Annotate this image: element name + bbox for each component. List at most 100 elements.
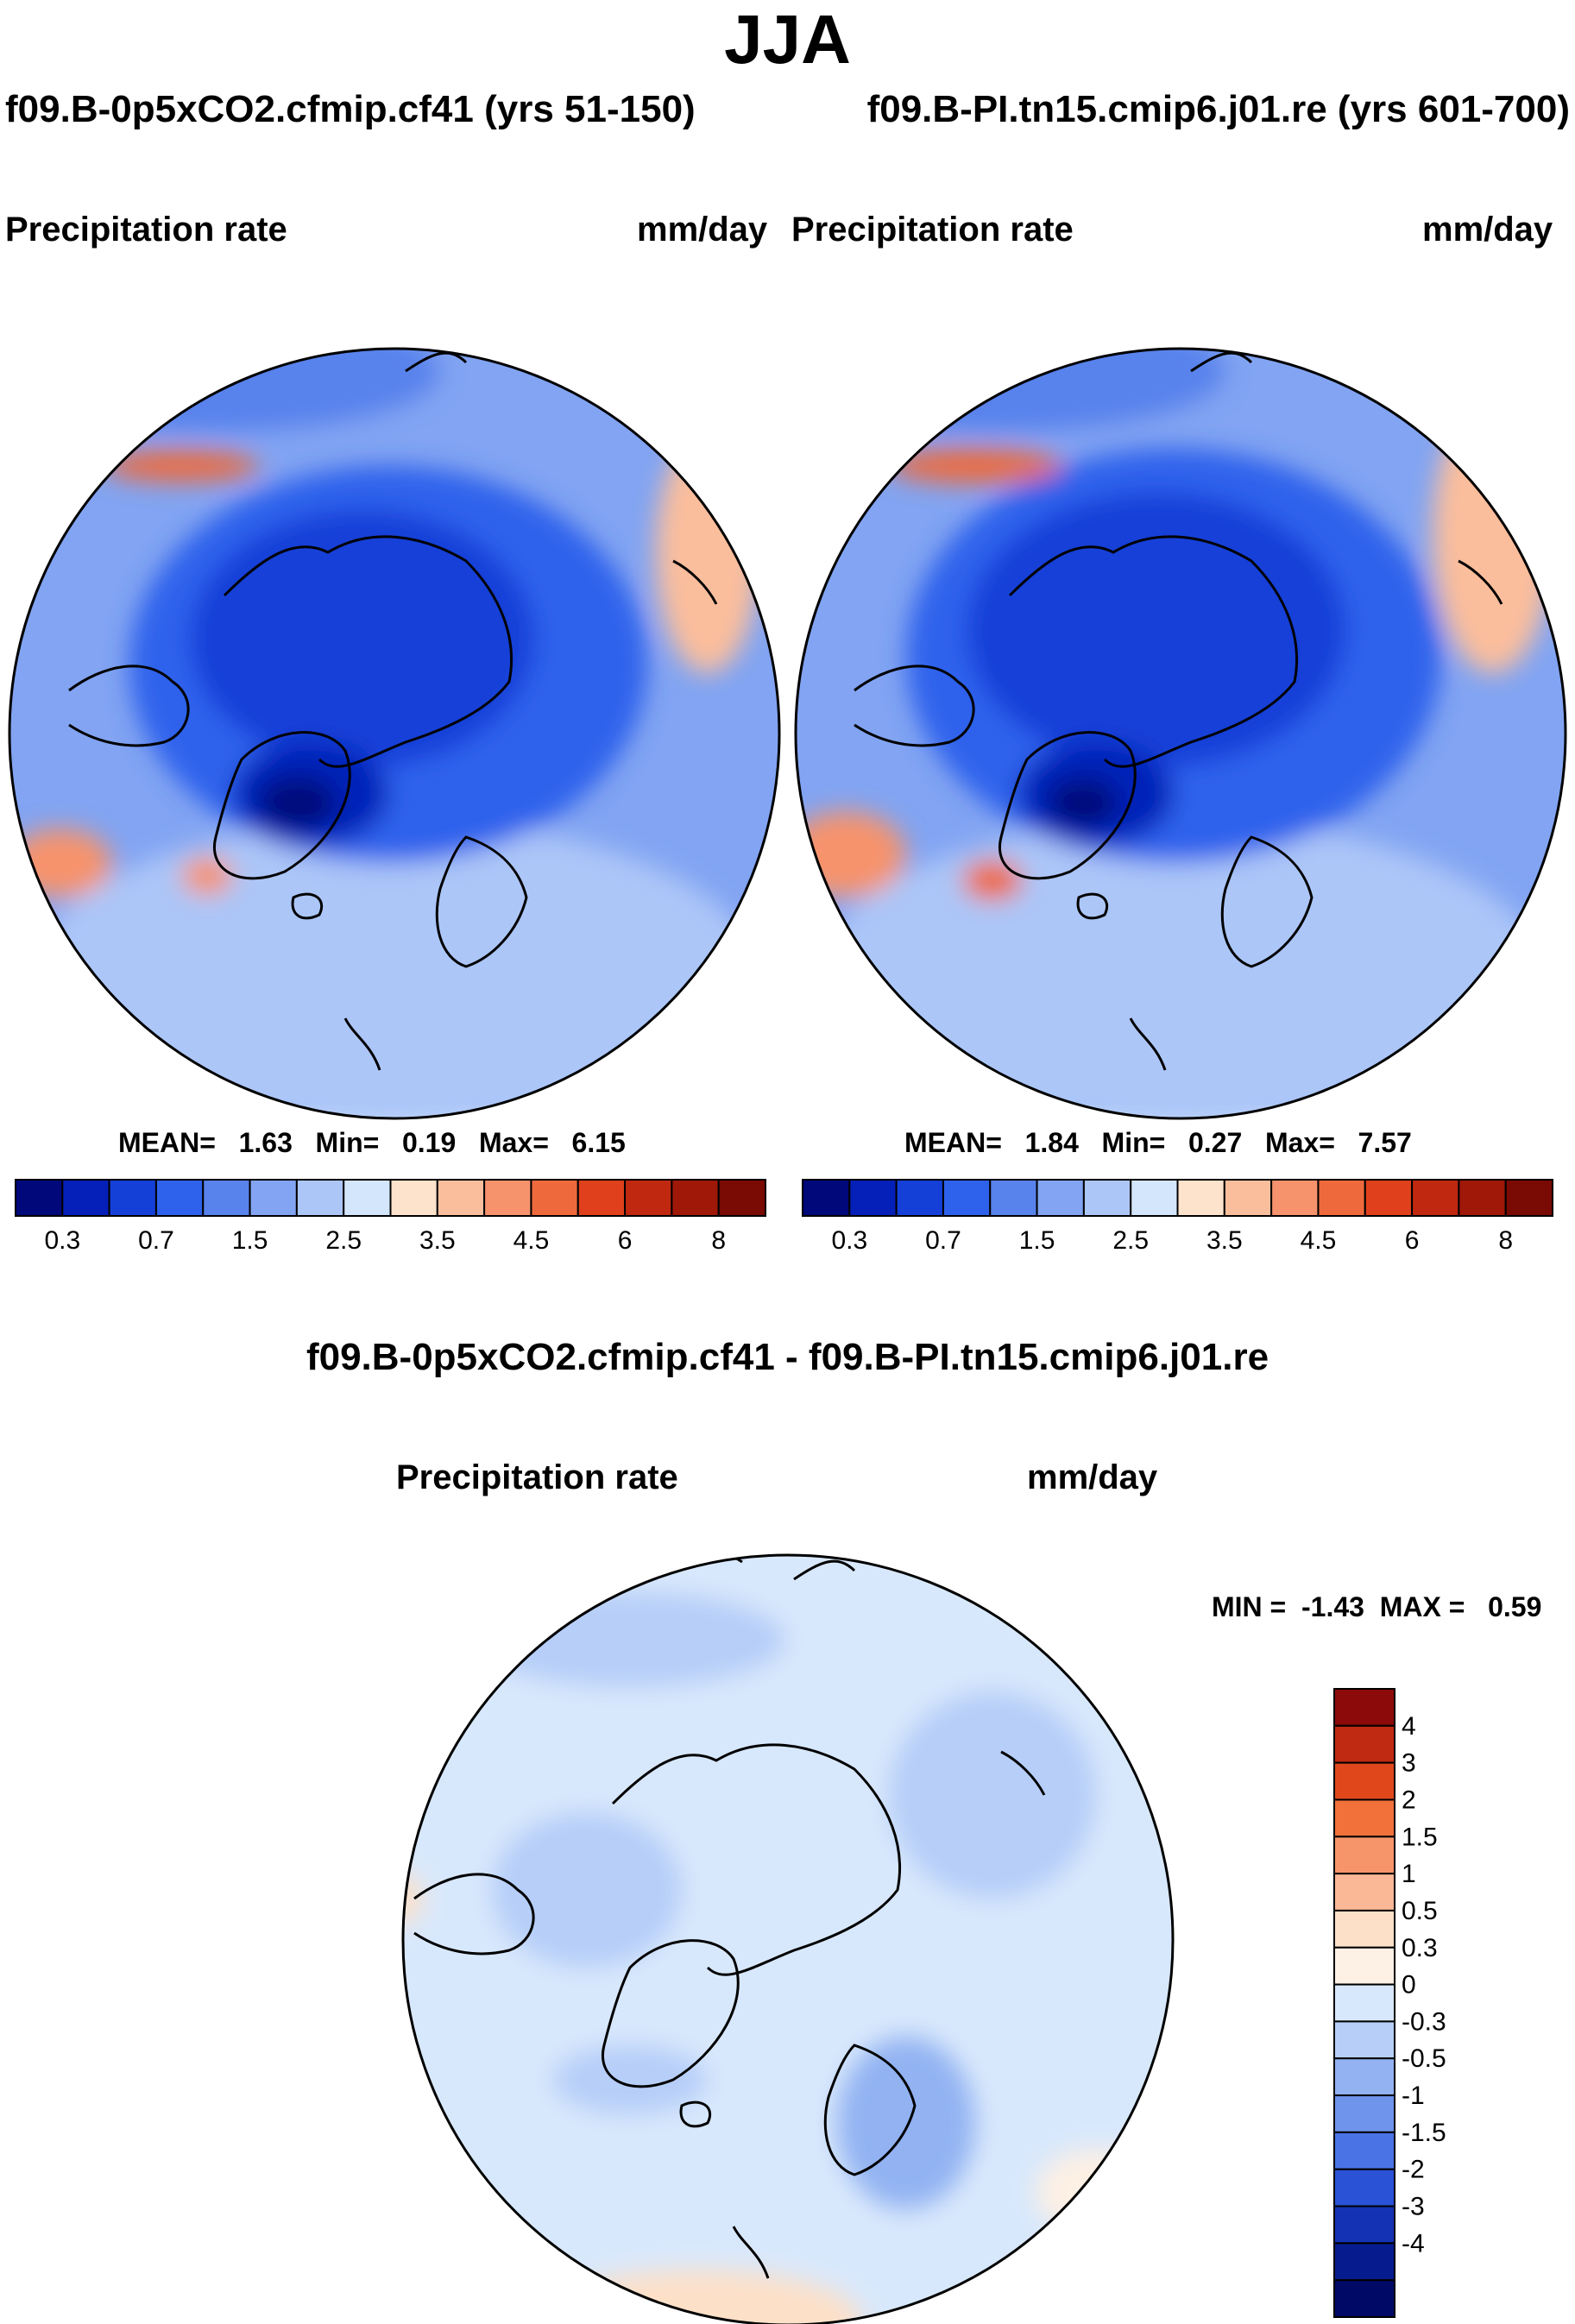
- colorbar-swatch: [1333, 1688, 1395, 1727]
- colorbar-swatch: [1036, 1179, 1085, 1217]
- diff-units-label: mm/day: [1027, 1458, 1158, 1496]
- colorbar-swatch: [576, 1179, 627, 1217]
- right-mean-label: MEAN=: [904, 1127, 1002, 1158]
- colorbar-swatch: [1333, 2057, 1395, 2097]
- left-map-border: [8, 347, 781, 1120]
- colorbar-tick-label: 4: [1402, 1712, 1416, 1741]
- colorbar-swatch: [483, 1179, 532, 1217]
- colorbar-tick-label: 4.5: [1301, 1226, 1337, 1255]
- colorbar-swatch: [1333, 2020, 1395, 2060]
- map-right: [794, 347, 1567, 1120]
- colorbar-tick-label: 3.5: [419, 1226, 456, 1255]
- colorbar-diff: 4 3 2 1.5 1 0.5 0.3 0 -0.3 -0.5 -1 -1.5 -2 -3 -4: [1333, 1688, 1446, 2319]
- left-min-label: Min=: [315, 1127, 380, 1158]
- diff-field-canada: [492, 1812, 682, 1968]
- colorbar-swatch: [202, 1179, 251, 1217]
- right-mean-value: 1.84: [1024, 1127, 1079, 1158]
- left-max-value: 6.15: [571, 1127, 626, 1158]
- colorbar-swatch: [1333, 2205, 1395, 2245]
- colorbar-swatch: [1333, 1724, 1395, 1764]
- right-min-value: 0.27: [1188, 1127, 1243, 1158]
- map-diff: [401, 1553, 1175, 2324]
- colorbar-swatch: [895, 1179, 944, 1217]
- colorbar-tick-label: -1: [1402, 2082, 1425, 2110]
- colorbar-tick-label: -0.5: [1402, 2044, 1446, 2073]
- colorbar-tick-label: -1.5: [1402, 2119, 1446, 2147]
- colorbar-swatch: [1411, 1179, 1460, 1217]
- map-left: [8, 347, 781, 1120]
- right-map-border: [794, 347, 1567, 1120]
- right-coastlines: [854, 349, 1503, 1071]
- left-units-label: mm/day: [637, 211, 768, 249]
- left-min-value: 0.19: [401, 1127, 457, 1158]
- colorbar-left: 0.3 0.7 1.5 2.5 3.5 4.5 6 8: [15, 1179, 766, 1255]
- left-max-label: Max=: [478, 1127, 549, 1158]
- colorbar-swatch: [154, 1179, 205, 1217]
- colorbar-tick-label: 2.5: [1112, 1226, 1149, 1255]
- colorbar-swatch: [1333, 1983, 1395, 2023]
- colorbar-tick-label: 3.5: [1206, 1226, 1243, 1255]
- colorbar-tick-label: 1.5: [232, 1226, 268, 1255]
- diff-max-value: 0.59: [1488, 1591, 1542, 1622]
- colorbar-swatch: [717, 1179, 766, 1217]
- colorbar-swatch: [1333, 1798, 1395, 1838]
- colorbar-tick-label: 0.7: [138, 1226, 174, 1255]
- colorbar-swatch: [1176, 1179, 1225, 1217]
- colorbar-tick-label: 0.7: [925, 1226, 961, 1255]
- colorbar-tick-label: 1.5: [1402, 1823, 1438, 1851]
- colorbar-tick-label: 8: [711, 1226, 726, 1255]
- colorbar-tick-label: 6: [618, 1226, 633, 1255]
- left-field-greenland-core: [259, 777, 337, 828]
- diff-title: f09.B-0p5xCO2.cfmip.cf41 - f09.B-PI.tn15…: [306, 1336, 1269, 1378]
- colorbar-tick-label: 2.5: [325, 1226, 362, 1255]
- colorbar-swatch: [1223, 1179, 1273, 1217]
- case-b-title: f09.B-PI.tn15.cmip6.j01.re (yrs 601-700): [866, 88, 1570, 130]
- colorbar-tick-label: 0: [1402, 1971, 1416, 2000]
- colorbar-swatch: [1333, 1873, 1395, 1911]
- colorbar-swatch: [802, 1179, 851, 1217]
- colorbar-swatch: [942, 1179, 992, 1217]
- diff-min-label: MIN =: [1212, 1591, 1287, 1622]
- right-stats: MEAN= 1.84 Min= 0.27 Max= 7.57: [904, 1127, 1412, 1159]
- colorbar-tick-label: 2: [1402, 1786, 1416, 1814]
- colorbar-tick-label: 8: [1498, 1226, 1513, 1255]
- colorbar-tick-label: -0.3: [1402, 2007, 1446, 2036]
- diff-max-label: MAX =: [1379, 1591, 1465, 1622]
- colorbar-swatch: [1504, 1179, 1553, 1217]
- colorbar-tick-label: -4: [1402, 2229, 1425, 2258]
- right-field-band-north: [889, 449, 1062, 483]
- left-field-band-north: [104, 450, 259, 482]
- diff-min-value: -1.43: [1301, 1591, 1364, 1622]
- colorbar-tick-label: 0.3: [1402, 1934, 1438, 1962]
- colorbar-swatch: [1317, 1179, 1366, 1217]
- colorbar-tick-label: 1.5: [1019, 1226, 1055, 1255]
- left-field-outer-ring: [32, 820, 757, 1118]
- colorbar-tick-label: 0.5: [1402, 1897, 1438, 1925]
- diff-variable-label: Precipitation rate: [396, 1458, 678, 1496]
- colorbar-swatch: [1458, 1179, 1507, 1217]
- colorbar-swatch: [1333, 1909, 1395, 1949]
- colorbar-tick-label: 0.3: [44, 1226, 80, 1255]
- colorbar-swatch: [1130, 1179, 1179, 1217]
- colorbar-swatch: [1364, 1179, 1414, 1217]
- colorbar-swatch: [1333, 1946, 1395, 1986]
- colorbar-tick-label: 3: [1402, 1749, 1416, 1778]
- colorbar-swatch: [1333, 2131, 1395, 2170]
- case-a-title: f09.B-0p5xCO2.cfmip.cf41 (yrs 51-150): [5, 88, 696, 130]
- left-mean-value: 1.63: [238, 1127, 293, 1158]
- colorbar-swatch: [1333, 1836, 1395, 1875]
- colorbar-swatch: [1333, 1761, 1395, 1801]
- right-variable-label: Precipitation rate: [791, 211, 1074, 249]
- colorbar-tick-label: 6: [1405, 1226, 1420, 1255]
- right-min-label: Min=: [1101, 1127, 1166, 1158]
- right-max-value: 7.57: [1358, 1127, 1412, 1158]
- colorbar-swatch: [389, 1179, 438, 1217]
- left-variable-label: Precipitation rate: [5, 211, 287, 249]
- colorbar-swatch: [671, 1179, 720, 1217]
- right-max-label: Max=: [1264, 1127, 1335, 1158]
- colorbar-swatch: [1333, 2168, 1395, 2207]
- colorbar-right: 0.3 0.7 1.5 2.5 3.5 4.5 6 8: [802, 1179, 1553, 1255]
- colorbar-tick-label: 0.3: [831, 1226, 867, 1255]
- colorbar-swatch: [108, 1179, 157, 1217]
- right-units-label: mm/day: [1422, 211, 1553, 249]
